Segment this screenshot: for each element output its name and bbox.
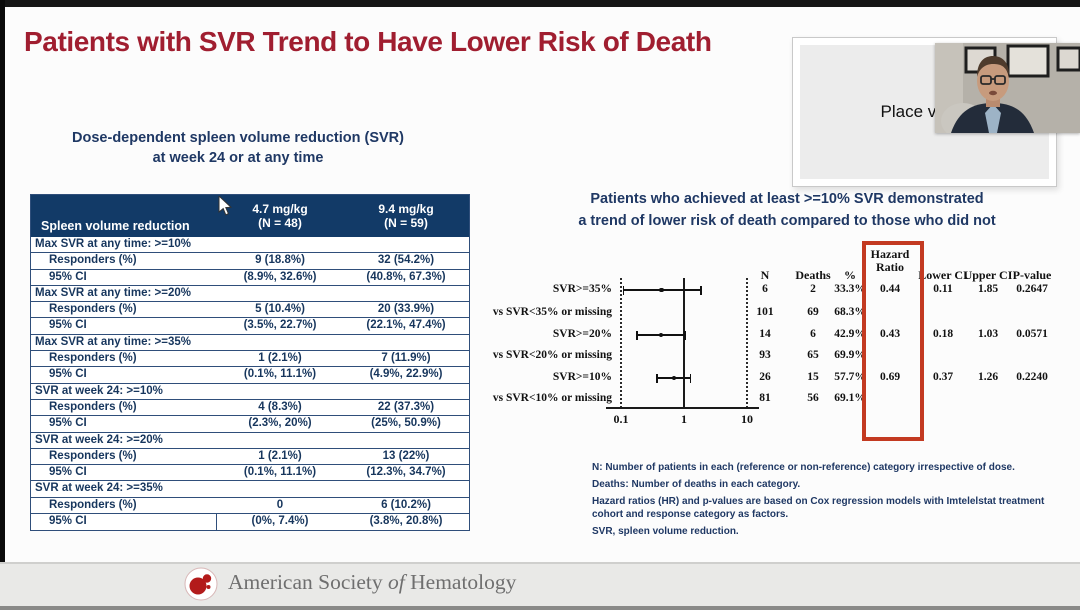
x-tick-1: 1	[681, 412, 687, 426]
slide-title: Patients with SVR Trend to Have Lower Ri…	[24, 26, 712, 57]
table-row: 95% CI (0.1%, 11.1%) (12.3%, 34.7%)	[31, 465, 469, 482]
table-row: 95% CI (0%, 7.4%) (3.8%, 20.8%)	[31, 514, 469, 531]
ash-logo-icon	[184, 567, 218, 601]
table-group-row: Max SVR at any time: >=20%	[31, 286, 469, 303]
top-border	[0, 0, 1080, 7]
table-caption-line1: Dose-dependent spleen volume reduction (…	[72, 130, 404, 146]
spleen-volume-reduction-table: Spleen volume reduction 4.7 mg/kg (N = 4…	[30, 194, 470, 532]
table-group-row: SVR at week 24: >=10%	[31, 384, 469, 400]
table-row: Responders (%) 9 (18.8%) 32 (54.2%)	[31, 253, 469, 270]
footnote-item: Deaths: Number of deaths in each categor…	[592, 479, 801, 490]
table-row: 95% CI (3.5%, 22.7%) (22.1%, 47.4%)	[31, 318, 469, 335]
forest-plot-headline: Patients who achieved at least >=10% SVR…	[578, 191, 996, 229]
table-caption-line2: at week 24 or at any time	[152, 150, 324, 166]
table-row: 95% CI (8.9%, 32.6%) (40.8%, 67.3%)	[31, 270, 469, 286]
mouse-cursor-icon	[218, 196, 232, 216]
x-axis	[606, 407, 759, 409]
gridline-10	[746, 278, 748, 408]
footnote-item: SVR, spleen volume reduction.	[592, 525, 739, 537]
table-row: 95% CI (0.1%, 11.1%) (4.9%, 22.9%)	[31, 367, 469, 384]
hazard-ratio-highlight-box	[862, 241, 924, 441]
footnote-item: Hazard ratios (HR) and p-values are base…	[592, 496, 1045, 520]
col-deaths: Deaths	[795, 268, 831, 282]
table-group-row: Max SVR at any time: >=10%	[31, 237, 469, 254]
ash-wordmark: American Society of Hematology	[228, 570, 517, 594]
x-tick-0.1: 0.1	[613, 412, 629, 426]
col-n: N	[760, 268, 770, 282]
col-pct: %	[844, 268, 856, 282]
bottom-border	[0, 606, 1080, 610]
column-header-dose2: 9.4 mg/kg (N = 59)	[378, 202, 434, 230]
reference-line-1	[683, 278, 685, 408]
x-tick-10: 10	[741, 412, 753, 426]
table-row: Responders (%) 1 (2.1%) 13 (22%)	[31, 449, 469, 466]
presenter-webcam-image	[935, 43, 1080, 133]
table-row: Responders (%) 4 (8.3%) 22 (37.3%)	[31, 400, 469, 417]
table-row: 95% CI (2.3%, 20%) (25%, 50.9%)	[31, 416, 469, 433]
webcam-video	[935, 43, 1080, 133]
table-row: Responders (%) 5 (10.4%) 20 (33.9%)	[31, 302, 469, 319]
col-p-value: P-value	[1012, 268, 1052, 282]
gridline-0.1	[620, 278, 622, 408]
footnotes: N: Number of patients in each (reference…	[592, 462, 1070, 543]
footnote-item: N: Number of patients in each (reference…	[592, 462, 1015, 473]
col-lower-ci: Lower CI	[918, 268, 968, 282]
table-row: Responders (%) 1 (2.1%) 7 (11.9%)	[31, 351, 469, 368]
table-caption: Dose-dependent spleen volume reduction (…	[38, 128, 438, 168]
table-header-row: Spleen volume reduction 4.7 mg/kg (N = 4…	[31, 195, 469, 237]
table-group-row: SVR at week 24: >=35%	[31, 481, 469, 498]
table-group-row: Max SVR at any time: >=35%	[31, 335, 469, 352]
col-upper-ci: Upper CI	[963, 268, 1013, 282]
col-hazard-ratio: Hazard Ratio	[870, 247, 910, 274]
table-row: Responders (%) 0 6 (10.2%)	[31, 498, 469, 515]
footer-bar: American Society of Hematology	[0, 562, 1080, 606]
column-header-dose1: 4.7 mg/kg (N = 48)	[252, 202, 308, 230]
left-border	[0, 0, 5, 562]
column-header-svr: Spleen volume reduction	[41, 219, 190, 233]
table-group-row: SVR at week 24: >=20%	[31, 433, 469, 449]
